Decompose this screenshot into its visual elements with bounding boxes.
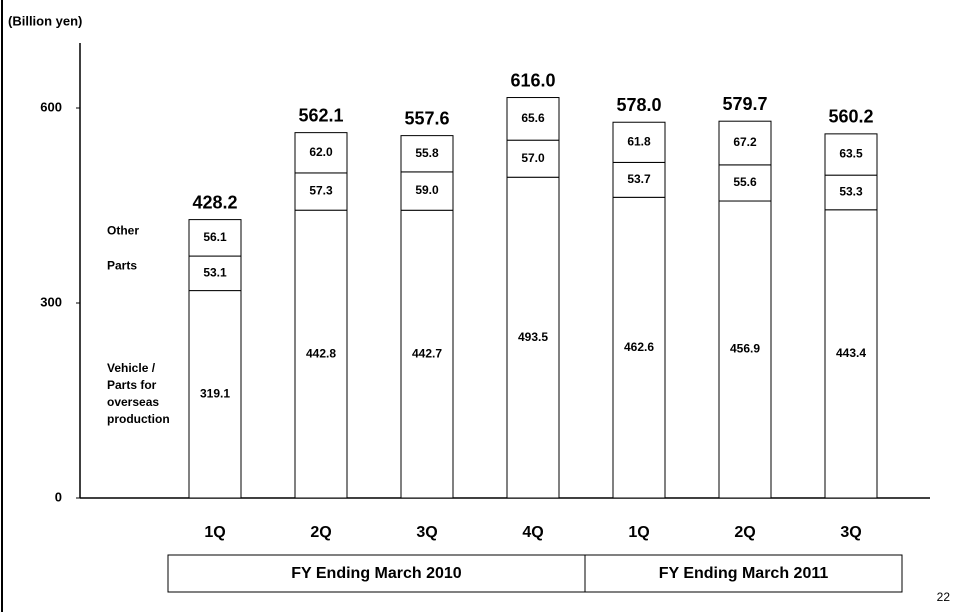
x-tick-label: 3Q bbox=[416, 524, 437, 541]
series-label: Other bbox=[107, 223, 140, 238]
total-label: 562.1 bbox=[298, 105, 343, 125]
total-label: 579.7 bbox=[722, 94, 767, 114]
value-label: 442.7 bbox=[412, 346, 442, 360]
bar-segment bbox=[718, 120, 772, 166]
bar-segment bbox=[506, 139, 560, 178]
value-label: 319.1 bbox=[200, 386, 230, 400]
x-tick-label: 1Q bbox=[204, 524, 225, 541]
value-label: 57.0 bbox=[521, 151, 545, 165]
bar-segment bbox=[294, 172, 348, 211]
value-label: 67.2 bbox=[733, 135, 757, 149]
group-box bbox=[584, 554, 903, 593]
bar-segment bbox=[400, 171, 454, 211]
total-label: 557.6 bbox=[404, 108, 449, 128]
x-tick-label: 3Q bbox=[840, 524, 861, 541]
value-label: 442.8 bbox=[306, 346, 336, 360]
value-label: 456.9 bbox=[730, 342, 760, 356]
series-label: Parts bbox=[107, 258, 138, 273]
total-label: 578.0 bbox=[616, 95, 661, 115]
value-label: 56.1 bbox=[203, 230, 227, 244]
value-label: 61.8 bbox=[627, 134, 651, 148]
bar-segment bbox=[188, 219, 242, 257]
bar-segment bbox=[824, 209, 878, 499]
bar-segment bbox=[612, 161, 666, 198]
y-tick-label: 600 bbox=[40, 99, 62, 114]
y-tick-label: 300 bbox=[40, 294, 62, 309]
page-number: 22 bbox=[937, 590, 951, 604]
bar-segment bbox=[188, 290, 242, 499]
bar-segment bbox=[718, 200, 772, 499]
group-label: FY Ending March 2011 bbox=[659, 565, 829, 582]
x-tick-label: 2Q bbox=[734, 524, 755, 541]
y-tick-label: 0 bbox=[55, 489, 62, 504]
value-label: 443.4 bbox=[836, 346, 866, 360]
value-label: 53.1 bbox=[203, 265, 227, 279]
x-tick-label: 2Q bbox=[310, 524, 331, 541]
value-label: 59.0 bbox=[415, 183, 439, 197]
value-label: 462.6 bbox=[624, 340, 654, 354]
x-tick-label: 4Q bbox=[522, 524, 543, 541]
value-label: 65.6 bbox=[521, 111, 545, 125]
bar-segment bbox=[188, 255, 242, 292]
bar-segment bbox=[612, 196, 666, 499]
value-label: 55.6 bbox=[733, 175, 757, 189]
value-label: 62.0 bbox=[309, 145, 333, 159]
bar-segment bbox=[612, 121, 666, 163]
bar-segment bbox=[506, 176, 560, 499]
bar-segment bbox=[294, 132, 348, 174]
value-label: 55.8 bbox=[415, 146, 439, 160]
value-label: 493.5 bbox=[518, 330, 548, 344]
group-label: FY Ending March 2010 bbox=[291, 565, 462, 582]
value-label: 63.5 bbox=[839, 147, 863, 161]
value-label: 53.3 bbox=[839, 185, 863, 199]
bar-segment bbox=[506, 97, 560, 141]
total-label: 560.2 bbox=[828, 107, 873, 127]
y-unit: (Billion yen) bbox=[8, 13, 82, 28]
x-tick-label: 1Q bbox=[628, 524, 649, 541]
bar-segment bbox=[824, 133, 878, 176]
series-label: Vehicle / Parts for overseas production bbox=[107, 361, 170, 427]
bar-segment bbox=[400, 135, 454, 173]
bar-segment bbox=[400, 209, 454, 499]
value-label: 53.7 bbox=[627, 172, 651, 186]
total-label: 428.2 bbox=[192, 192, 237, 212]
total-label: 616.0 bbox=[510, 70, 555, 90]
value-label: 57.3 bbox=[309, 184, 333, 198]
